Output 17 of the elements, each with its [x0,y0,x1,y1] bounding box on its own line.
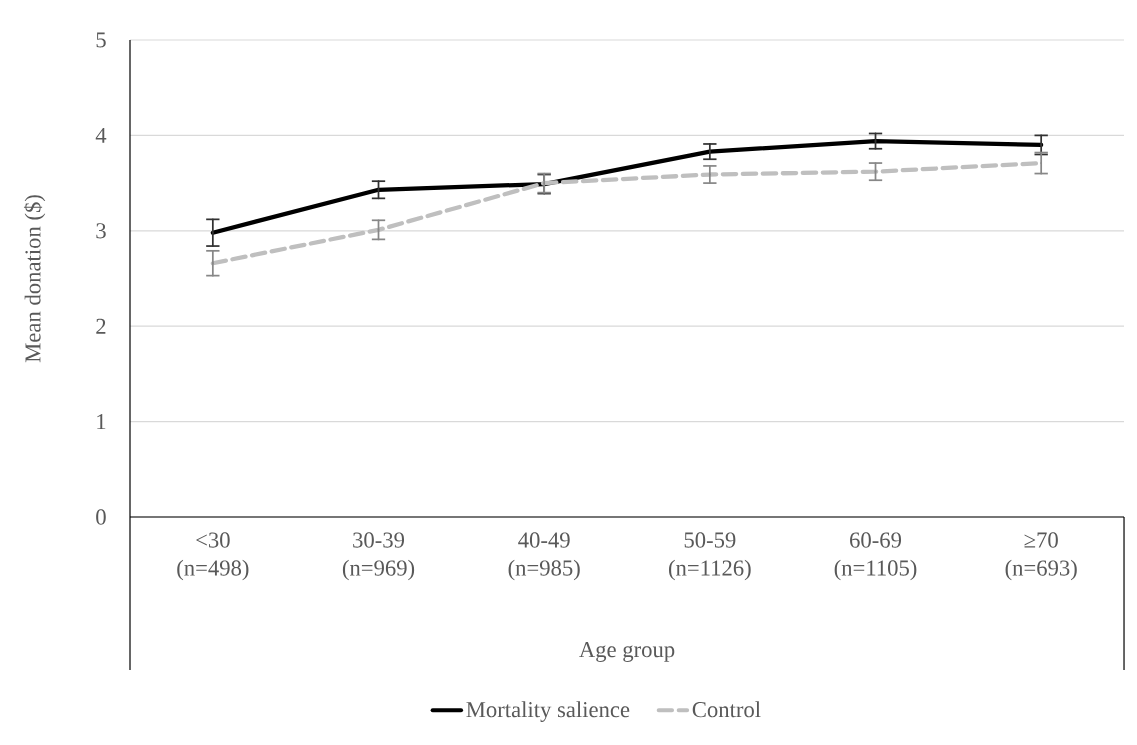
x-axis-title: Age group [579,642,675,662]
y-tick-label: 5 [96,32,106,48]
x-tick-label: <30 (n=498) [177,532,249,581]
y-tick-label: 4 [95,127,107,143]
x-tick-label: 50-59 (n=1126) [668,532,751,581]
x-tick-label: 40-49 (n=985) [508,532,580,581]
legend-label: Control [692,701,761,718]
y-tick-label: 0 [96,509,106,525]
y-tick-label: 1 [97,414,106,430]
x-tick-label: ≥70 (n=693) [1005,532,1077,581]
line-series [210,138,1044,235]
legend-label: Mortality salience [466,701,630,722]
y-axis-title: Mean donation ($) [23,195,46,363]
y-tick-label: 3 [96,223,106,239]
x-tick-label: 30-39 (n=969) [342,532,415,581]
y-tick-label: 2 [96,318,106,334]
x-tick-label: 60-69 (n=1105) [834,532,917,581]
